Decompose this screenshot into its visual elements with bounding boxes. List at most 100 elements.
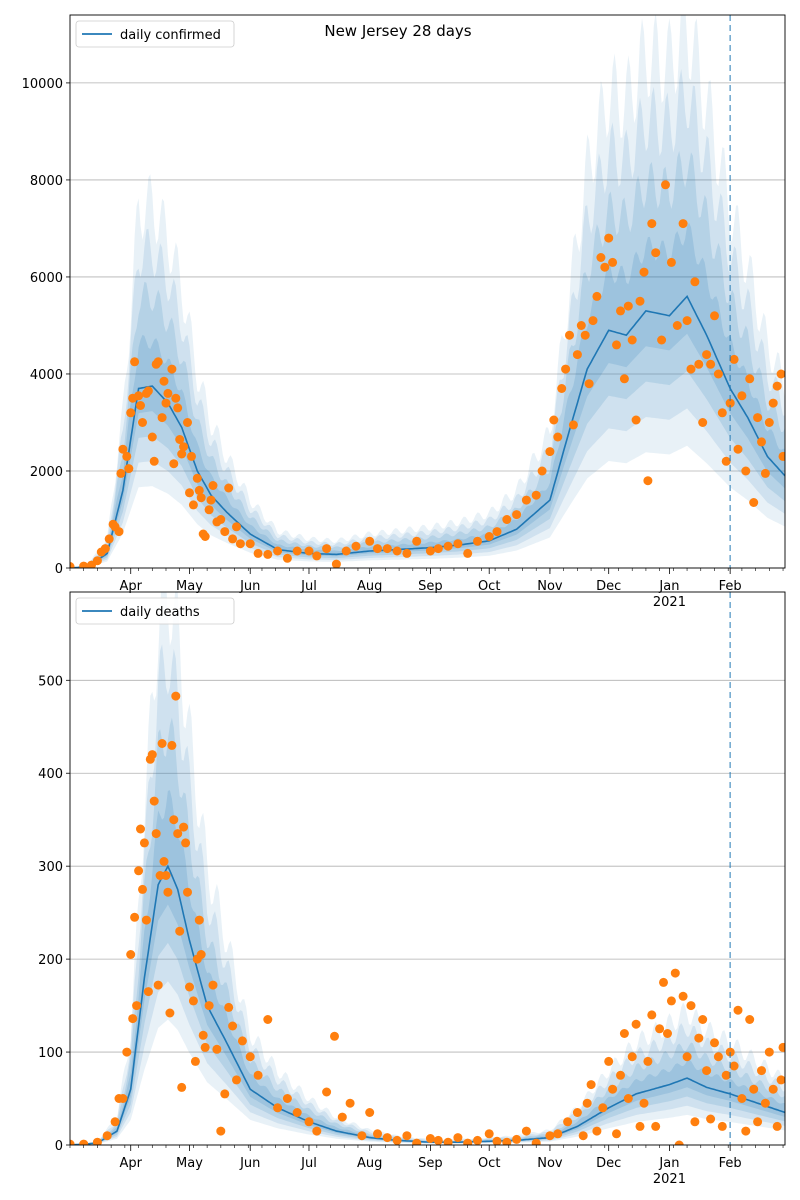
data-point (392, 546, 402, 556)
data-point (627, 335, 637, 345)
y-tick-label: 0 (55, 562, 63, 577)
data-point (139, 838, 149, 848)
data-point (694, 359, 704, 369)
data-point (612, 1129, 621, 1139)
x-tick-label: Jan (658, 1156, 679, 1171)
data-point (631, 415, 641, 425)
data-point (128, 1014, 138, 1024)
data-point (163, 388, 173, 398)
data-point (733, 444, 743, 454)
data-point (232, 1075, 241, 1085)
data-point (153, 980, 163, 990)
data-point (165, 1008, 175, 1018)
x-tick-label: Apr (119, 579, 142, 594)
data-point (666, 996, 676, 1006)
data-point (365, 536, 375, 546)
data-point (365, 1108, 375, 1117)
data-point (453, 1133, 463, 1143)
data-point (661, 180, 670, 190)
data-point (623, 1094, 633, 1103)
data-point (200, 532, 210, 541)
data-point (580, 330, 590, 340)
data-point (126, 950, 136, 959)
data-point (557, 384, 567, 393)
x-tick-label: Oct (478, 1156, 500, 1171)
data-point (561, 364, 571, 374)
x-tick-label: Nov (537, 579, 563, 594)
data-point (608, 1084, 618, 1094)
data-point (181, 838, 191, 848)
data-point (143, 386, 153, 396)
x-tick-label: Jun (239, 1156, 260, 1171)
data-point (161, 398, 171, 408)
data-point (149, 796, 159, 806)
data-point (194, 915, 204, 925)
data-point (717, 1121, 727, 1131)
data-point (192, 473, 202, 483)
data-point (92, 556, 102, 566)
x-tick-label: Aug (357, 1156, 382, 1171)
data-point (463, 548, 473, 558)
x-tick-label: Jan (658, 579, 679, 594)
data-point (512, 1134, 522, 1144)
data-point (778, 451, 785, 461)
data-point (698, 1015, 708, 1024)
data-point (443, 1137, 453, 1145)
data-point (216, 1126, 226, 1136)
data-point (185, 982, 194, 992)
data-point (232, 522, 241, 532)
data-point (443, 541, 453, 551)
data-point (592, 291, 602, 301)
y-tick-label: 100 (38, 1046, 63, 1061)
data-point (710, 311, 719, 321)
data-point (553, 432, 563, 442)
x-tick-label: Sep (418, 579, 443, 594)
legend-label: daily deaths (120, 605, 200, 620)
data-point (273, 1103, 283, 1113)
uncertainty-band (70, 15, 785, 568)
data-point (576, 321, 586, 330)
data-point (659, 977, 668, 987)
data-point (357, 1131, 367, 1141)
data-point (110, 1117, 120, 1127)
data-point (179, 442, 189, 452)
data-point (768, 1084, 778, 1094)
x-tick-label: Dec (596, 579, 621, 594)
data-point (216, 515, 226, 524)
data-point (531, 490, 541, 500)
x-tick-label: Jun (239, 579, 260, 594)
data-point (760, 1098, 770, 1108)
data-point (760, 468, 770, 478)
plot-frame (69, 591, 786, 1146)
data-point (118, 1094, 128, 1103)
data-point (245, 539, 255, 549)
data-point (757, 1066, 766, 1076)
data-point (473, 1135, 482, 1145)
data-point (745, 1015, 755, 1024)
data-point (204, 505, 214, 515)
data-point (672, 321, 682, 330)
legend-label: daily confirmed (120, 28, 221, 43)
data-point (157, 413, 167, 423)
figure-title: New Jersey 28 days (324, 22, 471, 40)
data-point (749, 498, 759, 507)
data-point (741, 466, 751, 476)
data-point (263, 549, 273, 559)
data-point (312, 551, 322, 561)
data-point (502, 1137, 512, 1145)
data-point (163, 887, 173, 897)
data-point (143, 987, 153, 997)
data-point (717, 408, 727, 418)
data-point (177, 1082, 187, 1092)
data-point (136, 824, 145, 834)
data-point (655, 1024, 665, 1034)
data-point (776, 369, 785, 379)
data-point (330, 1031, 339, 1041)
data-point (337, 1112, 347, 1122)
data-point (463, 1138, 473, 1145)
x-year-label: 2021 (653, 595, 686, 610)
data-point (706, 359, 716, 369)
data-point (253, 1070, 263, 1080)
data-point (553, 1129, 563, 1139)
legend: daily deaths (75, 597, 235, 625)
